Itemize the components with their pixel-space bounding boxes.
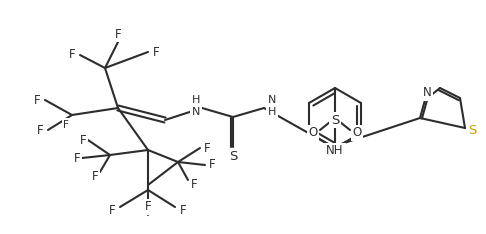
Text: F: F [109, 204, 115, 216]
Text: S: S [229, 150, 237, 164]
Text: O: O [352, 127, 362, 139]
Text: N
H: N H [268, 95, 276, 117]
Text: F: F [34, 94, 40, 106]
Text: O: O [309, 127, 318, 139]
Text: S: S [468, 124, 476, 136]
Text: F: F [74, 151, 80, 165]
Text: F: F [80, 134, 87, 146]
Text: H
N: H N [192, 95, 200, 117]
Text: F: F [63, 120, 69, 130]
Text: N: N [423, 87, 432, 99]
Text: F: F [145, 201, 151, 213]
Text: NH: NH [326, 145, 344, 157]
Text: F: F [69, 48, 75, 62]
Text: F: F [115, 28, 122, 40]
Text: F: F [153, 45, 159, 58]
Text: F: F [204, 142, 210, 154]
Text: F: F [191, 179, 197, 191]
Text: F: F [36, 124, 43, 136]
Text: F: F [208, 158, 215, 172]
Text: S: S [331, 113, 339, 127]
Text: F: F [180, 204, 186, 216]
Text: F: F [92, 171, 98, 183]
